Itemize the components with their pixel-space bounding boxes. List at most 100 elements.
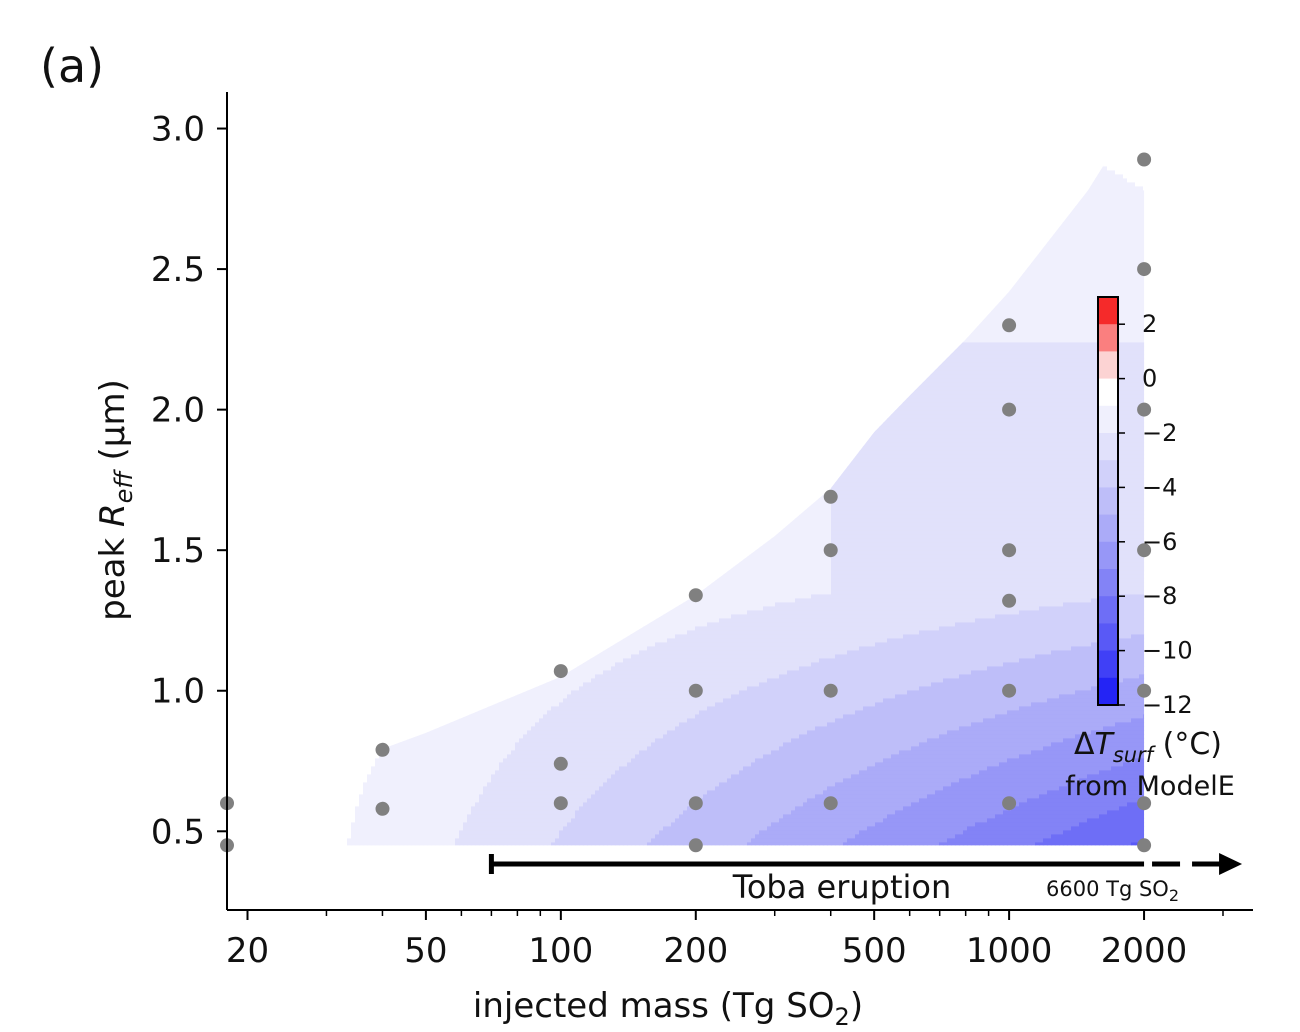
contour-cell	[295, 562, 300, 567]
contour-cell	[251, 558, 256, 563]
contour-cell	[235, 382, 240, 387]
contour-cell	[299, 206, 304, 211]
contour-cell	[271, 194, 276, 199]
contour-cell	[323, 518, 328, 523]
contour-cell	[271, 734, 276, 739]
contour-cell	[311, 638, 316, 643]
contour-cell	[283, 142, 288, 147]
contour-cell	[327, 86, 332, 91]
contour-cell	[275, 598, 280, 603]
contour-cell	[327, 334, 332, 339]
contour-cell	[299, 602, 304, 607]
contour-cell	[275, 718, 280, 723]
contour-cell	[267, 614, 272, 619]
contour-cell	[239, 158, 244, 163]
contour-cell	[307, 770, 312, 775]
contour-cell	[291, 110, 296, 115]
contour-cell	[247, 570, 252, 575]
contour-cell	[263, 542, 268, 547]
contour-cell	[319, 386, 324, 391]
contour-cell	[315, 690, 320, 695]
contour-cell	[279, 638, 284, 643]
contour-cell	[291, 678, 296, 683]
contour-cell	[271, 582, 276, 587]
contour-cell	[271, 290, 276, 295]
contour-cell	[291, 702, 296, 707]
contour-cell	[239, 234, 244, 239]
contour-cell	[279, 170, 284, 175]
contour-cell	[247, 442, 252, 447]
contour-cell	[307, 394, 312, 399]
contour-cell	[307, 282, 312, 287]
contour-cell	[323, 242, 328, 247]
contour-field	[227, 86, 1145, 846]
contour-cell	[271, 570, 276, 575]
contour-cell	[307, 450, 312, 455]
contour-cell	[327, 146, 332, 151]
contour-cell	[243, 218, 248, 223]
contour-cell	[283, 654, 288, 659]
contour-cell	[267, 786, 272, 791]
contour-cell	[283, 174, 288, 179]
contour-cell	[263, 626, 268, 631]
contour-cell	[323, 146, 328, 151]
contour-cell	[303, 110, 308, 115]
contour-cell	[263, 282, 268, 287]
contour-cell	[275, 510, 280, 515]
contour-cell	[303, 266, 308, 271]
contour-cell	[331, 274, 336, 279]
contour-cell	[235, 658, 240, 663]
contour-cell	[291, 526, 296, 531]
contour-cell	[251, 510, 256, 515]
contour-cell	[287, 254, 292, 259]
contour-cell	[263, 478, 268, 483]
contour-cell	[235, 842, 240, 846]
contour-cell	[291, 486, 296, 491]
contour-cell	[311, 434, 316, 439]
contour-cell	[303, 406, 308, 411]
contour-cell	[311, 214, 316, 219]
contour-cell	[331, 126, 336, 131]
contour-cell	[267, 578, 272, 583]
contour-cell	[331, 238, 336, 243]
contour-cell	[267, 358, 272, 363]
contour-cell	[323, 470, 328, 475]
contour-cell	[315, 354, 320, 359]
contour-cell	[231, 838, 236, 843]
contour-cell	[327, 526, 332, 531]
contour-cell	[259, 246, 264, 251]
contour-cell	[323, 126, 328, 131]
contour-cell	[247, 246, 252, 251]
contour-cell	[287, 262, 292, 267]
contour-cell	[243, 386, 248, 391]
contour-cell	[251, 238, 256, 243]
contour-cell	[235, 518, 240, 523]
contour-cell	[239, 686, 244, 691]
contour-cell	[327, 786, 332, 791]
contour-cell	[251, 154, 256, 159]
contour-cell	[235, 674, 240, 679]
contour-cell	[243, 346, 248, 351]
contour-cell	[283, 614, 288, 619]
contour-cell	[263, 602, 268, 607]
contour-cell	[275, 154, 280, 159]
contour-cell	[259, 138, 264, 143]
contour-cell	[323, 702, 328, 707]
contour-cell	[259, 558, 264, 563]
contour-cell	[275, 94, 280, 99]
contour-cell	[231, 826, 236, 831]
contour-cell	[263, 490, 268, 495]
contour-cell	[239, 242, 244, 247]
contour-cell	[315, 602, 320, 607]
contour-cell	[263, 150, 268, 155]
contour-cell	[291, 574, 296, 579]
contour-cell	[271, 638, 276, 643]
contour-cell	[303, 366, 308, 371]
contour-cell	[271, 642, 276, 647]
contour-cell	[275, 742, 280, 747]
contour-cell	[331, 146, 336, 151]
contour-cell	[303, 498, 308, 503]
contour-cell	[247, 122, 252, 127]
contour-cell	[251, 686, 256, 691]
contour-cell	[231, 390, 236, 395]
